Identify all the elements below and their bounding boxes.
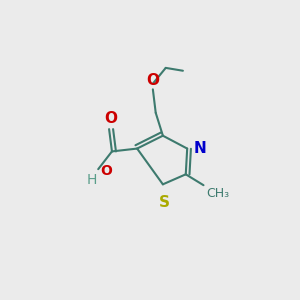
Text: O: O <box>105 111 118 126</box>
Text: CH₃: CH₃ <box>206 188 229 200</box>
Text: O: O <box>100 164 112 178</box>
Text: O: O <box>146 73 159 88</box>
Text: N: N <box>194 141 206 156</box>
Text: H: H <box>86 172 97 187</box>
Text: S: S <box>159 195 170 210</box>
